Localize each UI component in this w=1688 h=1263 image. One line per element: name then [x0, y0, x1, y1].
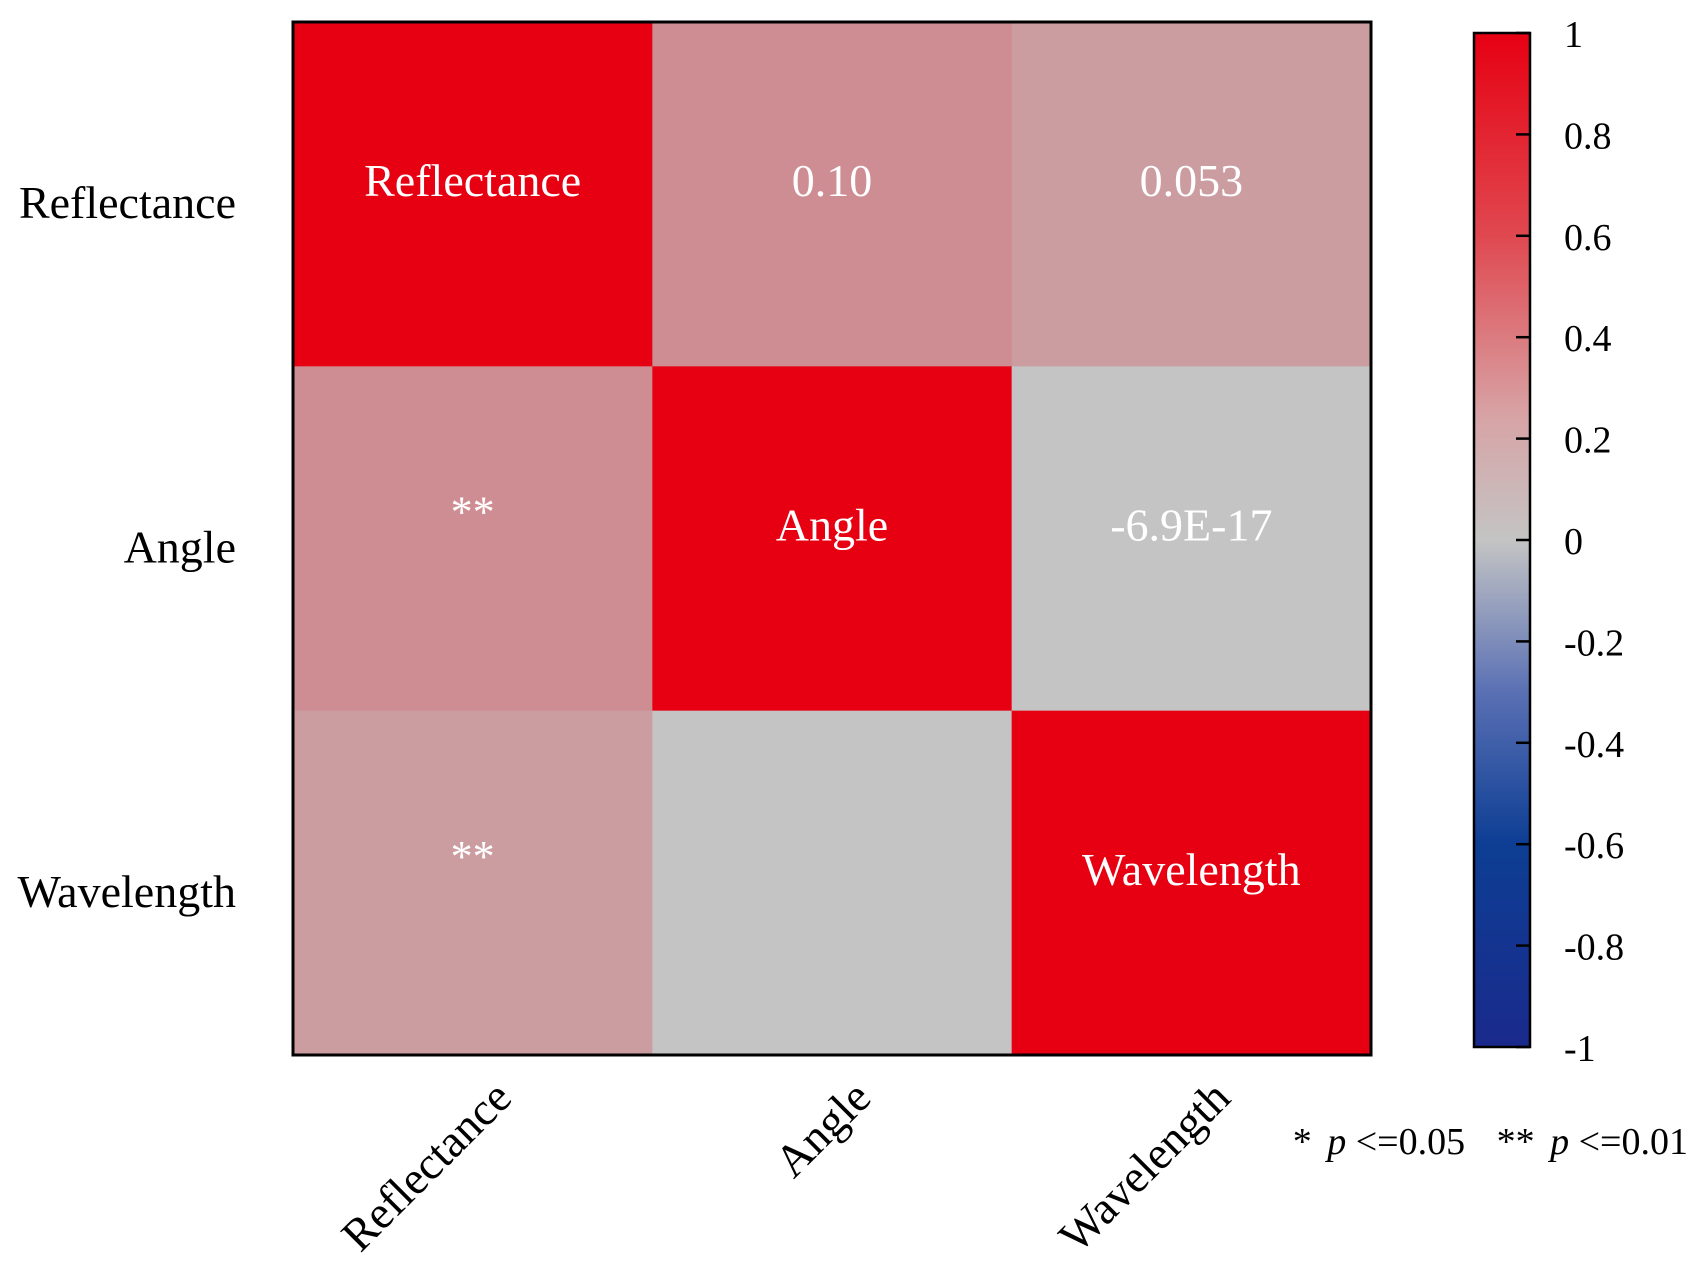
heatmap-cell: [1011, 22, 1372, 367]
colorbar-tick-label: -0.2: [1564, 622, 1624, 664]
row-label: Reflectance: [19, 177, 236, 228]
row-labels: Reflectance Angle Wavelength: [17, 177, 236, 917]
colorbar-tick-label: 0.2: [1564, 420, 1612, 462]
note-p-2: p: [1547, 1121, 1569, 1163]
note-star-1: *: [1293, 1121, 1312, 1163]
heatmap-cell: [652, 366, 1013, 712]
column-label: Wavelength: [1049, 1071, 1240, 1262]
cell-label: 0.053: [1140, 155, 1244, 206]
cell-label: 0.10: [792, 155, 873, 206]
row-label: Wavelength: [17, 866, 236, 917]
note-condition-2: <=0.01: [1579, 1121, 1688, 1163]
cell-label: -6.9E-17: [1110, 500, 1272, 551]
cell-label: Reflectance: [364, 155, 581, 206]
colorbar-tick-label: -0.8: [1564, 927, 1624, 969]
row-label: Angle: [124, 522, 236, 573]
cell-label: Wavelength: [1082, 844, 1301, 895]
heatmap-cell: [652, 22, 1013, 367]
colorbar-tick-label: -1: [1564, 1028, 1596, 1070]
significance-note: * p <=0.05 ** p <=0.01: [1293, 1121, 1688, 1163]
heatmap-cell: [1011, 710, 1372, 1056]
column-label: Reflectance: [331, 1071, 521, 1261]
column-label: Angle: [765, 1071, 881, 1187]
note-p-1: p: [1324, 1121, 1346, 1163]
note-condition-1: <=0.05: [1356, 1121, 1465, 1163]
heatmap-cell: [293, 366, 653, 712]
note-star-2: **: [1497, 1121, 1535, 1163]
colorbar-tick-label: 0.6: [1564, 217, 1612, 259]
significance-marker: **: [451, 488, 495, 537]
cell-labels: Reflectance 0.10 0.053 ** Angle -6.9E-17 ** Wav…: [364, 155, 1300, 895]
cell-label: Angle: [776, 500, 888, 551]
heatmap-cell: [293, 22, 653, 367]
heatmap-cell: [293, 710, 653, 1056]
column-labels: Reflectance Angle Wavelength: [331, 1071, 1239, 1262]
heatmap-cell: [1011, 366, 1372, 712]
colorbar-tick-label: 0.4: [1564, 318, 1612, 360]
colorbar-ticks: 1 0.8 0.6 0.4 0.2 0 -0.2 -0.4 -0.6 -0.8 -1: [1516, 14, 1624, 1070]
heatmap-cell: [652, 710, 1013, 1056]
colorbar-tick-label: -0.6: [1564, 825, 1624, 867]
significance-marker: **: [451, 832, 495, 881]
heatmap-cells: [293, 22, 1372, 1056]
plot-frame: [291, 20, 1373, 1057]
colorbar-tick-label: 1: [1564, 14, 1583, 56]
colorbar-tick-label: 0.8: [1564, 115, 1612, 157]
colorbar-tick-label: -0.4: [1564, 724, 1624, 766]
colorbar-tick-label: 0: [1564, 521, 1583, 563]
